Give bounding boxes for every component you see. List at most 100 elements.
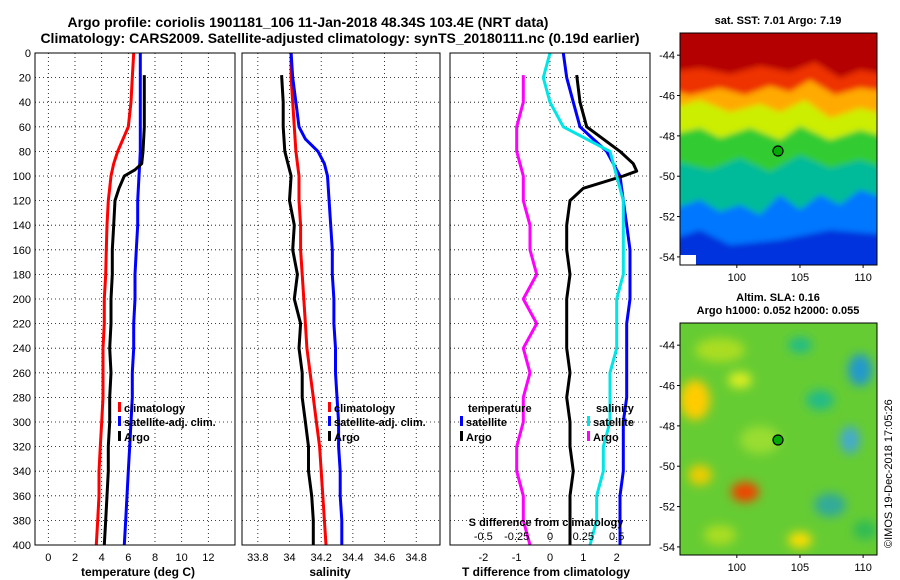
x2-tick-label: 0.5 (609, 531, 624, 543)
difference-panel: -2 -1 0 1 2 -0.5 -0.25 0 0.25 0.5 (449, 52, 651, 564)
y-tick-label: 300 (13, 417, 31, 429)
y-tick-label: 280 (13, 392, 31, 404)
legend-t-argo: Argo (466, 432, 492, 444)
map-lat-label: -50 (659, 461, 675, 473)
series-line-s-satellite (541, 52, 625, 546)
series-line-satellite-adj-clim- (122, 53, 142, 546)
y-tick-label: 20 (19, 73, 31, 85)
x-tick-label: 0 (547, 552, 553, 564)
y-tick-label: 0 (25, 48, 31, 60)
y-tick-label: 320 (13, 442, 31, 454)
y-tick-label: 40 (19, 97, 31, 109)
plot-frame (34, 52, 236, 546)
x-tick-label: 6 (125, 552, 131, 564)
sla-blob (814, 493, 846, 517)
temperature-legend: climatology satellite-adj. clim. Argo (118, 402, 216, 444)
legend-swatch-satellite (118, 416, 121, 426)
difference-legend-salinity: salinity satellite Argo (587, 403, 635, 444)
x2-tick-label: 0 (547, 531, 553, 543)
sst-band-deep (680, 230, 877, 265)
x-tick-label: 34.2 (310, 552, 331, 564)
map-lat-label: -50 (659, 171, 675, 183)
sst-map-frame (679, 32, 878, 266)
legend-swatch-argo (118, 431, 121, 441)
legend-swatch-satellite (328, 416, 331, 426)
sla-map-axes: -44 -46 -48 -50 -52 -54 100 105 110 (659, 340, 872, 574)
x-tick-label: 1 (580, 552, 586, 564)
legend-satellite: satellite-adj. clim. (124, 417, 216, 429)
imos-watermark: ©IMOS 19-Dec-2018 17:05:26 (883, 399, 895, 548)
legend-argo: Argo (124, 432, 150, 444)
map-lat-label: -46 (659, 381, 675, 393)
legend-t-satellite: satellite (466, 417, 507, 429)
map-lon-label: 110 (854, 562, 872, 574)
x-tick-label: -1 (512, 552, 522, 564)
x-tick-label: 34.6 (374, 552, 395, 564)
map-lon-label: 100 (728, 562, 746, 574)
sla-blob (848, 354, 872, 386)
legend-climatology: climatology (124, 403, 186, 415)
sla-blob (688, 465, 712, 485)
sla-blobs (680, 337, 877, 548)
legend-title-temperature: temperature (468, 403, 532, 415)
y-tick-label: 220 (13, 319, 31, 331)
map-lon-label: 105 (791, 272, 809, 284)
legend-swatch-t-satellite (460, 416, 463, 426)
y-tick-label: 120 (13, 196, 31, 208)
y-tick-label: 240 (13, 343, 31, 355)
series-line-s-argo (515, 75, 539, 546)
x-tick-label: 33.8 (247, 552, 268, 564)
legend-argo: Argo (334, 432, 360, 444)
series-line-t-argo (565, 74, 639, 545)
salinity-panel: 33.8 34 34.2 34.4 34.6 34.8 (241, 52, 441, 564)
difference-xlabel: T difference from climatology (462, 565, 630, 579)
map-lat-label: -54 (659, 252, 675, 264)
y-tick-label: 140 (13, 220, 31, 232)
y-tick-label: 80 (19, 146, 31, 158)
map-lon-label: 100 (728, 272, 746, 284)
series-line-climatology (94, 52, 136, 546)
legend-swatch-argo (328, 431, 331, 441)
sla-blob (731, 482, 759, 502)
x2-tick-label: -0.25 (504, 531, 529, 543)
argo-location-marker (772, 434, 784, 446)
argo-location-marker (772, 145, 784, 157)
legend-swatch-climatology (328, 402, 331, 412)
salinity-legend: climatology satellite-adj. clim. Argo (328, 402, 426, 444)
x2-tick-label: -0.5 (474, 531, 493, 543)
sst-bands (680, 33, 877, 265)
sst-band-darkred (680, 33, 877, 78)
x-tick-label: 4 (99, 552, 105, 564)
plot-frame (449, 52, 651, 546)
sst-land-patch (680, 255, 696, 265)
x2-tick-label: 0.25 (573, 531, 594, 543)
map-lon-label: 110 (854, 272, 872, 284)
sla-blob (680, 380, 710, 420)
sla-blob (806, 390, 834, 410)
sla-blob (728, 372, 752, 388)
x-tick-label: 10 (176, 552, 188, 564)
x-tick-label: 34.8 (406, 552, 427, 564)
y-tick-label: 380 (13, 515, 31, 527)
legend-title-salinity: salinity (596, 403, 635, 415)
sla-blob (695, 338, 745, 362)
temperature-xlabel: temperature (deg C) (81, 565, 195, 579)
series-line-satellite-adj-clim- (289, 52, 344, 545)
sla-map-title-2: Argo h1000: 0.052 h2000: 0.055 (697, 305, 860, 317)
map-lat-label: -44 (659, 340, 675, 352)
y-tick-label: 100 (13, 171, 31, 183)
sla-blob (788, 337, 812, 353)
x-tick-label: 0 (45, 552, 51, 564)
map-lat-label: -52 (659, 502, 675, 514)
difference-legend-temperature: temperature satellite Argo (460, 403, 532, 444)
sla-map-title-1: Altim. SLA: 0.16 (736, 292, 820, 304)
title-line-1: Argo profile: coriolis 1901181_106 11-Ja… (68, 14, 549, 30)
legend-s-satellite: satellite (593, 417, 634, 429)
plot-frame (241, 52, 441, 546)
sla-blob (853, 520, 877, 540)
x-tick-label: -2 (478, 552, 488, 564)
x-tick-label: 8 (152, 552, 158, 564)
sla-blob (788, 532, 812, 548)
sla-map (680, 323, 877, 555)
